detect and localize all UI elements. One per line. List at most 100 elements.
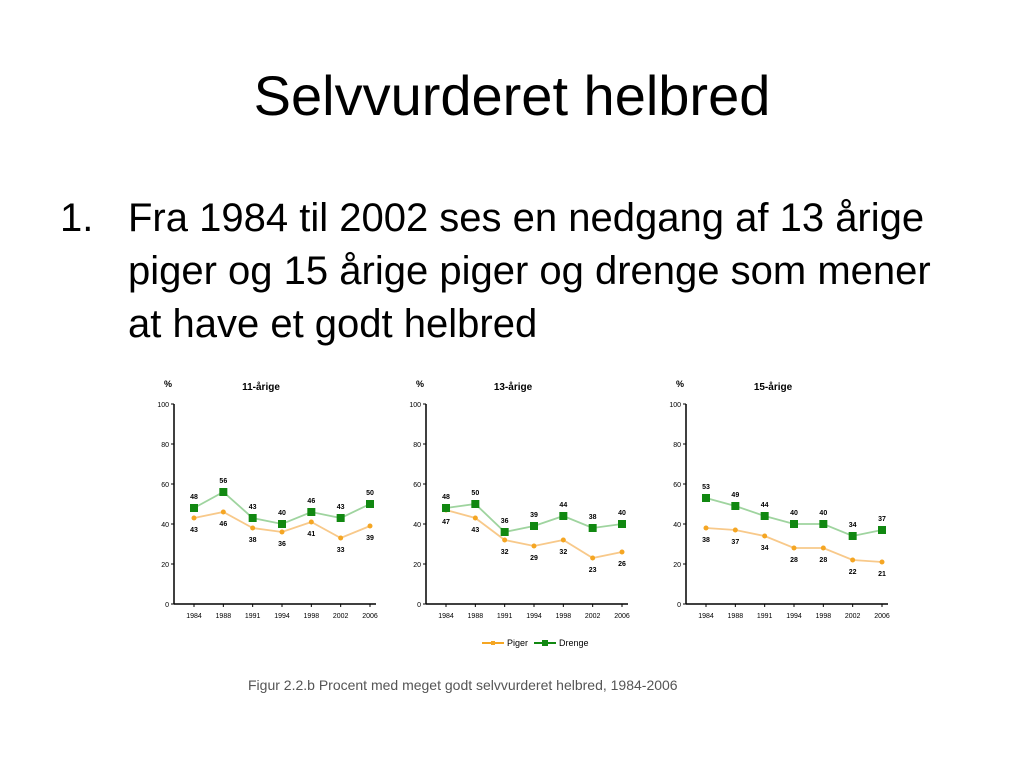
x-tick-label: 1984 [186,613,202,620]
x-tick-label: 1984 [438,613,454,620]
y-tick-label: 20 [413,562,421,569]
data-point-drenge [219,488,228,496]
x-tick-label: 1988 [728,613,744,620]
data-point-piger [820,545,826,551]
data-label-piger: 32 [559,549,567,556]
legend-item-girls: Piger [482,638,528,648]
data-point-drenge [248,514,257,522]
data-label-piger: 39 [366,535,374,542]
y-tick-label: 20 [673,562,681,569]
chart-15-aarige: 15-årige% 0 20 40 60 80 100 1984 1988 1991 1994 199… [669,379,890,620]
data-point-drenge [702,494,710,502]
data-label-drenge: 39 [530,512,538,519]
data-point-piger [560,537,566,543]
data-point-drenge [307,508,316,516]
data-label-piger: 33 [337,547,345,554]
y-tick-label: 20 [161,562,169,569]
data-point-piger [191,515,197,521]
bullet-text: Fra 1984 til 2002 ses en nedgang af 13 å… [128,196,931,346]
legend-label-girls: Piger [507,638,529,648]
y-tick-label: 100 [669,402,681,409]
data-point-drenge [190,504,198,512]
y-tick-label: 40 [161,522,169,529]
data-label-drenge: 46 [307,498,315,505]
legend-swatch-boys [534,639,557,647]
data-label-drenge: 40 [819,510,827,517]
data-point-piger [703,525,709,531]
data-label-drenge: 48 [442,494,450,501]
data-point-piger [472,515,478,521]
legend-item-boys: Drenge [534,638,589,648]
y-tick-label: 60 [673,482,681,489]
bullet-list: 1. Fra 1984 til 2002 ses en nedgang af 1… [60,192,960,351]
x-tick-label: 1994 [274,613,290,620]
data-point-piger [879,559,885,565]
x-tick-label: 1998 [816,613,832,620]
data-label-piger: 26 [618,561,626,568]
data-point-drenge [878,526,886,534]
data-label-piger: 37 [731,539,739,546]
data-label-drenge: 49 [731,492,739,499]
bullet-number: 1. [60,196,94,240]
data-label-drenge: 37 [878,516,886,523]
data-label-drenge: 43 [337,504,345,511]
x-tick-label: 1984 [698,613,714,620]
y-tick-label: 60 [413,482,421,489]
x-tick-label: 1991 [245,613,261,620]
data-label-drenge: 36 [501,518,509,525]
slide-title: Selvvurderet helbred [253,64,771,127]
data-point-piger [220,509,226,515]
y-tick-label: 80 [413,442,421,449]
data-label-piger: 23 [589,567,597,574]
x-tick-label: 1994 [786,613,802,620]
data-point-piger [850,557,856,563]
bullet-item: 1. Fra 1984 til 2002 ses en nedgang af 1… [60,192,960,351]
data-point-piger [732,527,738,533]
data-point-drenge [731,502,740,510]
data-point-piger [279,529,285,535]
data-label-drenge: 43 [249,504,257,511]
data-label-piger: 28 [790,557,798,564]
y-tick-label: 40 [673,522,681,529]
data-point-drenge [471,500,480,508]
x-tick-label: 1991 [497,613,513,620]
data-point-drenge [336,514,345,522]
y-tick-label: 80 [673,442,681,449]
data-point-drenge [819,520,828,528]
chart-13-aarige: 13-årige% 0 20 40 60 80 100 1984 1988 1991 1994 199… [409,379,630,620]
x-tick-label: 2002 [585,613,601,620]
x-tick-label: 2006 [874,613,890,620]
data-label-drenge: 48 [190,494,198,501]
y-axis-label: % [164,379,172,389]
chart-11-aarige: 11-årige% 0 20 40 60 80 100 1984 1988 1991 1994 199… [157,379,378,620]
data-label-piger: 21 [878,571,886,578]
data-label-drenge: 56 [219,478,227,485]
y-axis-label: % [676,379,684,389]
data-label-piger: 36 [278,541,286,548]
data-label-piger: 43 [190,527,198,534]
data-point-drenge [500,528,509,536]
x-tick-label: 1988 [468,613,484,620]
data-point-drenge [760,512,769,520]
data-label-piger: 22 [849,569,857,576]
data-label-piger: 29 [530,555,538,562]
data-label-drenge: 34 [849,522,857,529]
legend-swatch-girls [482,639,504,647]
data-label-piger: 41 [307,531,315,538]
data-label-piger: 32 [501,549,509,556]
data-point-drenge [848,532,857,540]
data-label-drenge: 40 [278,510,286,517]
y-tick-label: 0 [677,602,681,609]
data-point-piger [590,555,596,561]
data-point-piger [367,523,373,529]
data-label-piger: 46 [219,521,227,528]
data-point-drenge [530,522,538,530]
x-tick-label: 1998 [304,613,320,620]
data-point-piger [531,543,537,549]
chart-title: 11-årige [242,381,280,393]
data-point-drenge [790,520,798,528]
data-label-piger: 47 [442,519,450,526]
data-point-piger [338,535,344,541]
y-tick-label: 0 [165,602,169,609]
data-label-piger: 38 [702,537,710,544]
